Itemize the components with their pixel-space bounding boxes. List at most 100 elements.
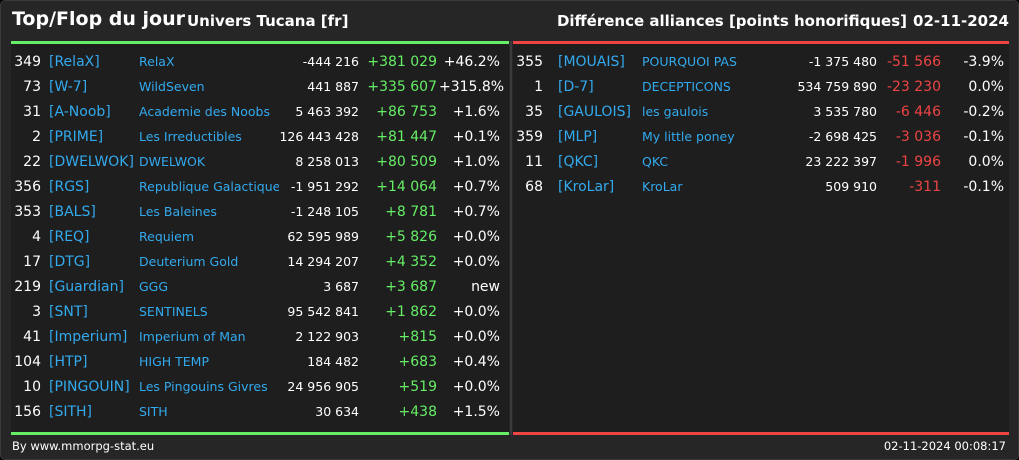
rank-cell: 104: [14, 354, 41, 370]
top-row: 4 [REQ] Requiem 62 595 989 +5 826 +0.0%: [11, 226, 509, 251]
rank-cell: 22: [23, 154, 41, 170]
difference-label: Différence alliances [points honorifique…: [556, 12, 907, 30]
delta-cell: -23 230: [886, 79, 941, 95]
percent-cell: -0.1%: [963, 129, 1004, 145]
alliance-tag-link[interactable]: [HTP]: [49, 354, 88, 370]
alliance-name-link[interactable]: HIGH TEMP: [139, 354, 210, 369]
points-cell: 2 122 903: [295, 329, 359, 344]
points-cell: -1 248 105: [290, 204, 359, 219]
percent-cell: +0.0%: [452, 229, 500, 245]
alliance-tag-link[interactable]: [Imperium]: [49, 329, 128, 345]
rank-cell: 353: [14, 204, 41, 220]
alliance-tag-link[interactable]: [PRIME]: [49, 129, 104, 145]
alliance-name-link[interactable]: Les Pingouins Givres: [139, 379, 268, 394]
alliance-tag-link[interactable]: [RGS]: [49, 179, 90, 195]
alliance-name-link[interactable]: WildSeven: [139, 79, 205, 94]
header: Top/Flop du jour Univers Tucana [fr] Dif…: [1, 1, 1019, 41]
alliance-tag-link[interactable]: [REQ]: [49, 229, 90, 245]
flop-list: 355 [MOUAIS] POURQUOI PAS -1 375 480 -51 566…: [513, 51, 1009, 201]
points-cell: 534 759 890: [797, 79, 877, 94]
rank-cell: 73: [23, 79, 41, 95]
alliance-tag-link[interactable]: [BALS]: [49, 204, 96, 220]
alliance-tag-link[interactable]: [QKC]: [558, 154, 599, 170]
delta-cell: +14 064: [376, 179, 437, 195]
alliance-tag-link[interactable]: [SITH]: [49, 404, 93, 420]
alliance-tag-link[interactable]: [GAULOIS]: [558, 104, 631, 120]
alliance-tag-link[interactable]: [W-7]: [49, 79, 88, 95]
top-row: 353 [BALS] Les Baleines -1 248 105 +8 781 +0.…: [11, 201, 509, 226]
panel-divider: [510, 41, 512, 435]
alliance-tag-link[interactable]: [MLP]: [558, 129, 598, 145]
delta-cell: +4 352: [385, 254, 437, 270]
flop-row: 359 [MLP] My little poney -2 698 425 -3 036 -…: [513, 126, 1009, 151]
footer-timestamp: 02-11-2024 00:08:17: [883, 439, 1006, 453]
percent-cell: +1.6%: [452, 104, 500, 120]
percent-cell: +0.0%: [452, 329, 500, 345]
percent-cell: +0.0%: [452, 379, 500, 395]
rank-cell: 11: [525, 154, 543, 170]
page-title: Top/Flop du jour: [12, 8, 185, 30]
alliance-tag-link[interactable]: [DTG]: [49, 254, 91, 270]
alliance-name-link[interactable]: Requiem: [139, 229, 195, 244]
top-row: 41 [Imperium] Imperium of Man 2 122 903 +815…: [11, 326, 509, 351]
top-panel: 349 [RelaX] RelaX -444 216 +381 029 +46.2% 73 […: [11, 41, 509, 435]
points-cell: 24 956 905: [287, 379, 359, 394]
top-row: 219 [Guardian] GGG 3 687 +3 687 new: [11, 276, 509, 301]
delta-cell: +683: [398, 354, 437, 370]
footer-source: By www.mmorpg-stat.eu: [12, 439, 155, 453]
alliance-tag-link[interactable]: [RelaX]: [49, 54, 100, 70]
alliance-name-link[interactable]: Les Irreductibles: [139, 129, 242, 144]
alliance-name-link[interactable]: QKC: [642, 154, 669, 169]
rank-cell: 156: [14, 404, 41, 420]
delta-cell: +81 447: [376, 129, 437, 145]
points-cell: 5 463 392: [295, 104, 359, 119]
alliance-name-link[interactable]: Republique Galactique S: [139, 179, 279, 194]
alliance-tag-link[interactable]: [Guardian]: [49, 279, 124, 295]
points-cell: 30 634: [315, 404, 359, 419]
rank-cell: 35: [525, 104, 543, 120]
alliance-name-link[interactable]: GGG: [139, 279, 169, 294]
alliance-tag-link[interactable]: [PINGOUIN]: [49, 379, 130, 395]
alliance-name-link[interactable]: Les Baleines: [139, 204, 217, 219]
flop-row: 1 [D-7] DECEPTICONS 534 759 890 -23 230 0.0%: [513, 76, 1009, 101]
delta-cell: +438: [398, 404, 437, 420]
flop-row: 355 [MOUAIS] POURQUOI PAS -1 375 480 -51 566…: [513, 51, 1009, 76]
alliance-name-link[interactable]: Academie des Noobs: [139, 104, 271, 119]
rank-cell: 3: [32, 304, 41, 320]
flop-panel: 355 [MOUAIS] POURQUOI PAS -1 375 480 -51 566…: [513, 41, 1009, 435]
alliance-name-link[interactable]: DECEPTICONS: [642, 79, 731, 94]
delta-cell: +80 509: [376, 154, 437, 170]
alliance-tag-link[interactable]: [KroLar]: [558, 179, 615, 195]
alliance-tag-link[interactable]: [SNT]: [49, 304, 88, 320]
alliance-tag-link[interactable]: [A-Noob]: [49, 104, 111, 120]
percent-cell: +0.1%: [452, 129, 500, 145]
percent-cell: +0.0%: [452, 254, 500, 270]
rank-cell: 2: [32, 129, 41, 145]
alliance-name-link[interactable]: SENTINELS: [139, 304, 208, 319]
delta-cell: +5 826: [385, 229, 437, 245]
top-row: 17 [DTG] Deuterium Gold 14 294 207 +4 352 +0.…: [11, 251, 509, 276]
alliance-name-link[interactable]: POURQUOI PAS: [642, 54, 737, 69]
alliance-name-link[interactable]: DWELWOK: [139, 154, 206, 169]
top-row: 31 [A-Noob] Academie des Noobs 5 463 392 +86…: [11, 101, 509, 126]
delta-cell: +1 862: [385, 304, 437, 320]
alliance-name-link[interactable]: les gaulois: [642, 104, 709, 119]
alliance-name-link[interactable]: KroLar: [642, 179, 683, 194]
alliance-tag-link[interactable]: [MOUAIS]: [558, 54, 625, 70]
flop-row: 68 [KroLar] KroLar 509 910 -311 -0.1%: [513, 176, 1009, 201]
alliance-name-link[interactable]: SITH: [139, 404, 168, 419]
alliance-tag-link[interactable]: [D-7]: [558, 79, 594, 95]
alliance-name-link[interactable]: RelaX: [139, 54, 175, 69]
delta-cell: +86 753: [376, 104, 437, 120]
top-row: 104 [HTP] HIGH TEMP 184 482 +683 +0.4%: [11, 351, 509, 376]
delta-cell: +335 607: [367, 79, 437, 95]
rank-cell: 219: [14, 279, 41, 295]
alliance-name-link[interactable]: Deuterium Gold: [139, 254, 239, 269]
points-cell: -1 375 480: [808, 54, 877, 69]
alliance-tag-link[interactable]: [DWELWOK]: [49, 154, 134, 170]
top-row: 356 [RGS] Republique Galactique S -1 951 29…: [11, 176, 509, 201]
rank-cell: 355: [516, 54, 543, 70]
rank-cell: 17: [23, 254, 41, 270]
alliance-name-link[interactable]: My little poney: [642, 129, 735, 144]
alliance-name-link[interactable]: Imperium of Man: [139, 329, 246, 344]
